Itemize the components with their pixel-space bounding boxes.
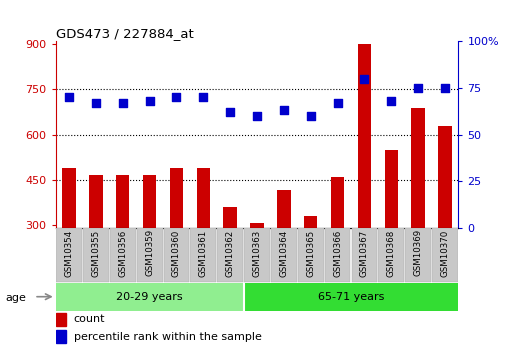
Bar bbox=[297, 41, 324, 228]
Text: GSM10363: GSM10363 bbox=[253, 229, 261, 277]
Bar bbox=[378, 41, 405, 228]
Bar bbox=[190, 228, 216, 282]
Bar bbox=[271, 228, 297, 282]
Bar bbox=[244, 228, 270, 282]
Bar bbox=[405, 228, 431, 282]
Bar bbox=[63, 168, 76, 228]
Text: GSM10368: GSM10368 bbox=[387, 229, 396, 277]
Text: 20-29 years: 20-29 years bbox=[116, 292, 183, 302]
Point bbox=[360, 76, 369, 81]
Point bbox=[333, 100, 342, 106]
Point bbox=[280, 108, 288, 113]
Bar bbox=[170, 168, 183, 228]
Text: GSM10370: GSM10370 bbox=[440, 229, 449, 277]
Bar bbox=[217, 41, 244, 228]
Point bbox=[172, 95, 181, 100]
Bar bbox=[331, 177, 345, 228]
Bar bbox=[56, 228, 82, 282]
Point bbox=[92, 100, 100, 106]
Bar bbox=[89, 175, 103, 228]
Bar bbox=[217, 228, 243, 282]
Text: GDS473 / 227884_at: GDS473 / 227884_at bbox=[56, 27, 193, 40]
Point bbox=[65, 95, 73, 100]
Point bbox=[226, 109, 234, 115]
Bar bbox=[304, 216, 317, 228]
Bar bbox=[325, 228, 350, 282]
Bar bbox=[197, 168, 210, 228]
Text: GSM10365: GSM10365 bbox=[306, 229, 315, 277]
Point bbox=[441, 85, 449, 91]
Bar bbox=[164, 228, 189, 282]
Bar bbox=[351, 228, 377, 282]
Text: GSM10359: GSM10359 bbox=[145, 229, 154, 276]
Bar bbox=[432, 228, 458, 282]
Text: 65-71 years: 65-71 years bbox=[318, 292, 384, 302]
Text: percentile rank within the sample: percentile rank within the sample bbox=[74, 332, 262, 342]
Text: age: age bbox=[5, 294, 26, 303]
Bar bbox=[411, 108, 425, 228]
Point bbox=[387, 98, 395, 104]
Text: GSM10369: GSM10369 bbox=[414, 229, 422, 276]
Bar bbox=[277, 190, 290, 228]
Bar bbox=[270, 41, 297, 228]
Bar bbox=[110, 228, 136, 282]
Text: count: count bbox=[74, 315, 105, 324]
Bar bbox=[224, 207, 237, 228]
Bar bbox=[244, 283, 458, 310]
Point bbox=[306, 113, 315, 119]
Text: GSM10364: GSM10364 bbox=[279, 229, 288, 277]
Bar bbox=[109, 41, 136, 228]
Bar bbox=[405, 41, 431, 228]
Bar bbox=[351, 41, 378, 228]
Bar bbox=[244, 41, 270, 228]
Bar bbox=[116, 175, 129, 228]
Text: GSM10367: GSM10367 bbox=[360, 229, 369, 277]
Point bbox=[199, 95, 208, 100]
Bar bbox=[56, 330, 66, 343]
Point bbox=[414, 85, 422, 91]
Bar bbox=[56, 41, 83, 228]
Bar bbox=[385, 150, 398, 228]
Bar bbox=[250, 223, 264, 228]
Text: GSM10362: GSM10362 bbox=[226, 229, 235, 277]
Point bbox=[119, 100, 127, 106]
Bar bbox=[143, 175, 156, 228]
Text: GSM10361: GSM10361 bbox=[199, 229, 208, 277]
Point bbox=[145, 98, 154, 104]
Bar bbox=[83, 228, 109, 282]
Bar bbox=[56, 283, 244, 310]
Bar bbox=[324, 41, 351, 228]
Bar bbox=[378, 228, 404, 282]
Bar bbox=[431, 41, 458, 228]
Text: GSM10356: GSM10356 bbox=[118, 229, 127, 277]
Bar bbox=[358, 45, 371, 228]
Text: GSM10360: GSM10360 bbox=[172, 229, 181, 277]
Bar bbox=[136, 41, 163, 228]
Bar bbox=[298, 228, 324, 282]
Bar bbox=[163, 41, 190, 228]
Bar bbox=[56, 313, 66, 326]
Bar bbox=[190, 41, 217, 228]
Bar bbox=[137, 228, 163, 282]
Point bbox=[253, 113, 261, 119]
Text: GSM10355: GSM10355 bbox=[92, 229, 100, 277]
Text: GSM10354: GSM10354 bbox=[65, 229, 74, 277]
Text: GSM10366: GSM10366 bbox=[333, 229, 342, 277]
Bar bbox=[438, 126, 452, 228]
Bar bbox=[83, 41, 109, 228]
